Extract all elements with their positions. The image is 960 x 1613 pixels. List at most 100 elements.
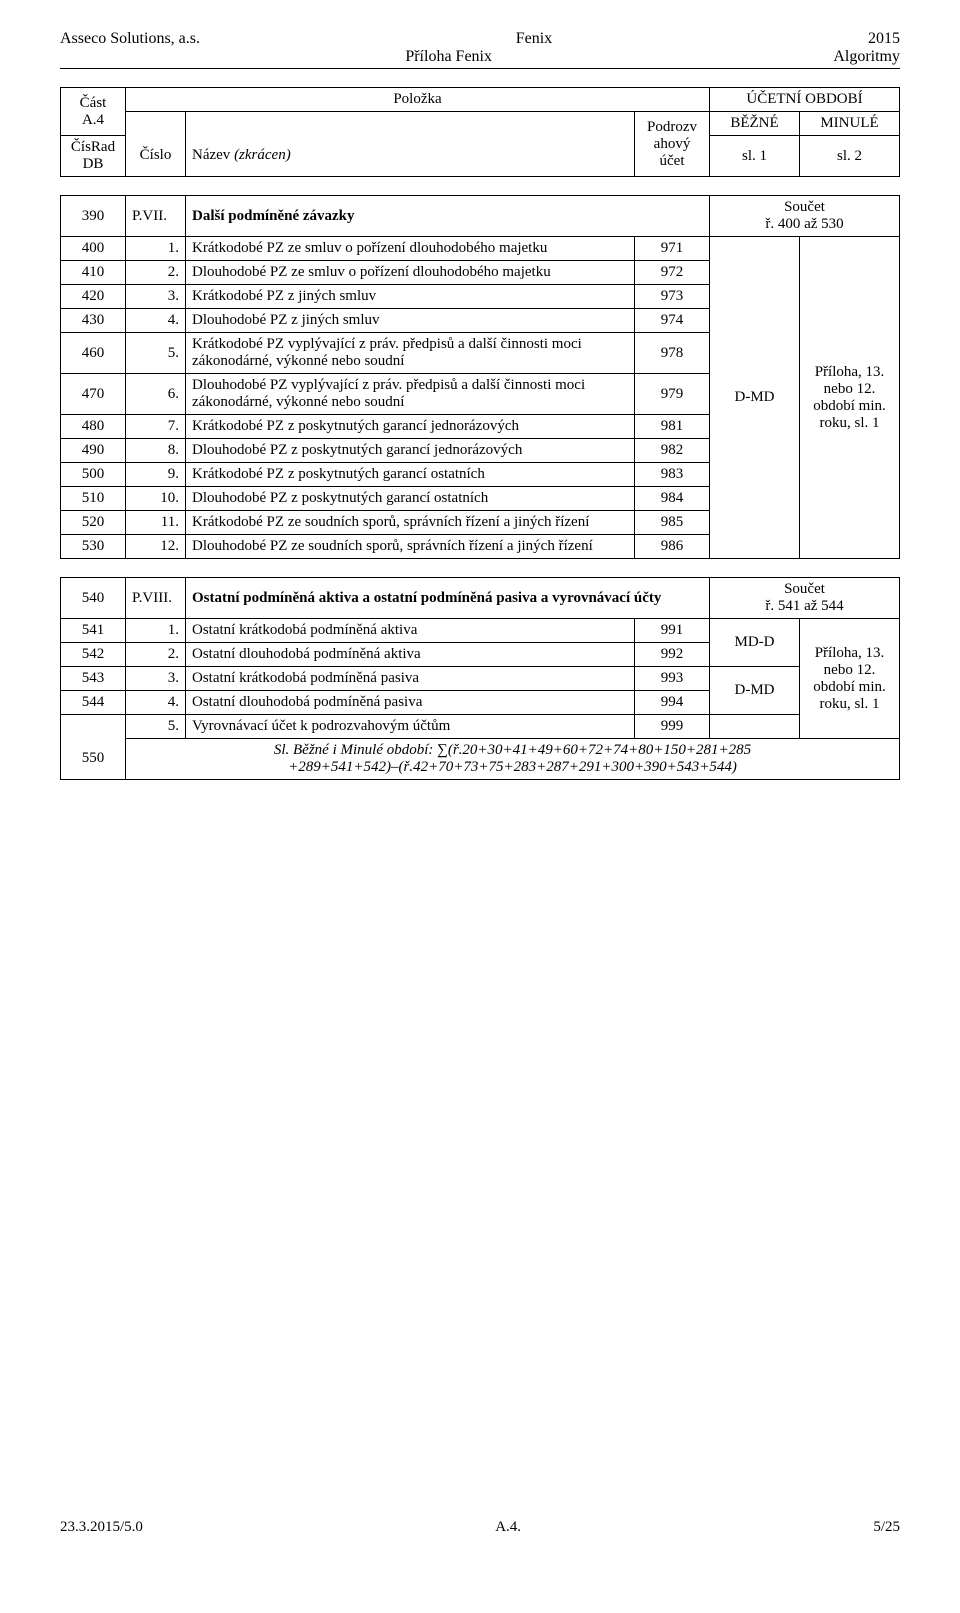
- blank-cell: [710, 715, 800, 739]
- header-center-bottom: Příloha Fenix: [405, 48, 492, 66]
- cislo-cell: 5.: [126, 715, 186, 739]
- t1-minule: Příloha, 13. nebo 12. období min. roku, …: [800, 237, 900, 559]
- ucet-cell: 999: [635, 715, 710, 739]
- ucet-cell: 986: [634, 535, 709, 559]
- header-left: Asseco Solutions, a.s.: [60, 30, 200, 48]
- ucet-cell: 981: [634, 415, 709, 439]
- header-rule: [60, 68, 900, 69]
- header-row-2: Příloha Fenix Algoritmy: [60, 48, 900, 66]
- nazev-cell: Dlouhodobé PZ z poskytnutých garancí jed…: [186, 439, 635, 463]
- ucet-cell: 982: [634, 439, 709, 463]
- nazev-cell: Dlouhodobé PZ ze soudních sporů, správní…: [186, 535, 635, 559]
- cislo-cell: 9.: [126, 463, 186, 487]
- cislo-cell: 12.: [126, 535, 186, 559]
- zkracen-label: (zkrácen): [234, 147, 291, 163]
- nazev-cell: Krátkodobé PZ ze smluv o pořízení dlouho…: [186, 237, 635, 261]
- table-row: 400 1. Krátkodobé PZ ze smluv o pořízení…: [61, 237, 900, 261]
- cislo-cell: 2.: [126, 643, 186, 667]
- t2-section-cislo: P.VIII.: [126, 578, 186, 619]
- ucet-cell: 972: [634, 261, 709, 285]
- t2-formula: Sl. Běžné i Minulé období: ∑(ř.20+30+41+…: [126, 739, 900, 780]
- footer-left: 23.3.2015/5.0: [60, 1519, 143, 1536]
- table-row-5: 5. Vyrovnávací účet k podrozvahovým účtů…: [61, 715, 900, 739]
- cislo-cell: 4.: [126, 691, 186, 715]
- table-row: 541 1. Ostatní krátkodobá podmíněná akti…: [61, 619, 900, 643]
- bezne-cell: BĚŽNÉ: [710, 112, 800, 136]
- cislo-cell: 5.: [126, 333, 186, 374]
- ucet-cell: 992: [635, 643, 710, 667]
- ucet-cell: 979: [634, 374, 709, 415]
- nazev-cell: Krátkodobé PZ z jiných smluv: [186, 285, 635, 309]
- ucet-cell: 971: [634, 237, 709, 261]
- db-cell: 543: [61, 667, 126, 691]
- db-cell: 530: [61, 535, 126, 559]
- db-cell: 480: [61, 415, 126, 439]
- header-right-bottom: Algoritmy: [833, 48, 900, 66]
- nazev-cell: Dlouhodobé PZ vyplývající z práv. předpi…: [186, 374, 635, 415]
- cislo-head: Číslo: [126, 136, 186, 177]
- header-row-top: Část A.4 Položka ÚČETNÍ OBDOBÍ: [61, 88, 900, 112]
- ucet-cell: 978: [634, 333, 709, 374]
- cislo-cell: 6.: [126, 374, 186, 415]
- ucet-cell: 983: [634, 463, 709, 487]
- header-row-bottom: ČísRad DB Číslo Název (zkrácen) sl. 1 sl…: [61, 136, 900, 177]
- nazev-cell: Ostatní krátkodobá podmíněná aktiva: [186, 619, 635, 643]
- cislo-cell: 11.: [126, 511, 186, 535]
- t2-550-db: 550: [61, 739, 126, 780]
- db-cell: 510: [61, 487, 126, 511]
- table-2: 540 P.VIII. Ostatní podmíněná aktiva a o…: [60, 577, 900, 780]
- part-cell: Část A.4: [61, 88, 126, 136]
- t2-bezne-1: MD-D: [710, 619, 800, 667]
- db-cell: 542: [61, 643, 126, 667]
- page: Asseco Solutions, a.s. Fenix 2015 Příloh…: [30, 0, 930, 1560]
- db-cell: 470: [61, 374, 126, 415]
- db-cell: 420: [61, 285, 126, 309]
- cislo-head-blank: [126, 112, 186, 136]
- footer-right: 5/25: [873, 1519, 900, 1536]
- nazev-cell: Ostatní dlouhodobá podmíněná pasiva: [186, 691, 635, 715]
- t1-section-db: 390: [61, 196, 126, 237]
- polozka-cell: Položka: [126, 88, 710, 112]
- nazev-cell: Ostatní dlouhodobá podmíněná aktiva: [186, 643, 635, 667]
- db-cell: 544: [61, 691, 126, 715]
- nazev-head: Název (zkrácen): [186, 136, 635, 177]
- sl2-cell: sl. 2: [800, 136, 900, 177]
- db-cell: 490: [61, 439, 126, 463]
- ucet-cell: 994: [635, 691, 710, 715]
- ucet-cell: 993: [635, 667, 710, 691]
- cisrad-label: ČísRad: [67, 139, 119, 156]
- cislo-cell: 3.: [126, 667, 186, 691]
- t2-section-nazev: Ostatní podmíněná aktiva a ostatní podmí…: [186, 578, 710, 619]
- nazev-cell: Vyrovnávací účet k podrozvahovým účtům: [186, 715, 635, 739]
- t2-bezne-2: D-MD: [710, 667, 800, 715]
- part-label-bottom: A.4: [67, 112, 119, 129]
- t2-section-db: 540: [61, 578, 126, 619]
- podrozv-cell: Podrozv ahový účet: [634, 112, 709, 177]
- db-cell: 400: [61, 237, 126, 261]
- t1-section-note: Součet ř. 400 až 530: [710, 196, 900, 237]
- footer: 23.3.2015/5.0 A.4. 5/25: [60, 1519, 900, 1536]
- t1-section-nazev: Další podmíněné závazky: [186, 196, 710, 237]
- nazev-cell: Dlouhodobé PZ z jiných smluv: [186, 309, 635, 333]
- part-label-top: Část: [67, 95, 119, 112]
- minule-cell: MINULÉ: [800, 112, 900, 136]
- db-cell: 430: [61, 309, 126, 333]
- sl1-cell: sl. 1: [710, 136, 800, 177]
- db-cell: 410: [61, 261, 126, 285]
- footer-center: A.4.: [495, 1519, 521, 1536]
- db-label: DB: [67, 156, 119, 173]
- ucetni-obdobi-cell: ÚČETNÍ OBDOBÍ: [710, 88, 900, 112]
- cislo-cell: 10.: [126, 487, 186, 511]
- nazev-label: Název: [192, 147, 230, 163]
- header-left-blank: [60, 48, 64, 66]
- nazev-cell: Krátkodobé PZ z poskytnutých garancí ost…: [186, 463, 635, 487]
- cislo-cell: 8.: [126, 439, 186, 463]
- ucet-cell: 974: [634, 309, 709, 333]
- table-row: 543 3. Ostatní krátkodobá podmíněná pasi…: [61, 667, 900, 691]
- nazev-cell: Krátkodobé PZ z poskytnutých garancí jed…: [186, 415, 635, 439]
- header-center-top: Fenix: [516, 30, 552, 48]
- t2-minule: Příloha, 13. nebo 12. období min. roku, …: [800, 619, 900, 739]
- db-cell: 520: [61, 511, 126, 535]
- cislo-cell: 1.: [126, 237, 186, 261]
- table-1: 390 P.VII. Další podmíněné závazky Souče…: [60, 195, 900, 559]
